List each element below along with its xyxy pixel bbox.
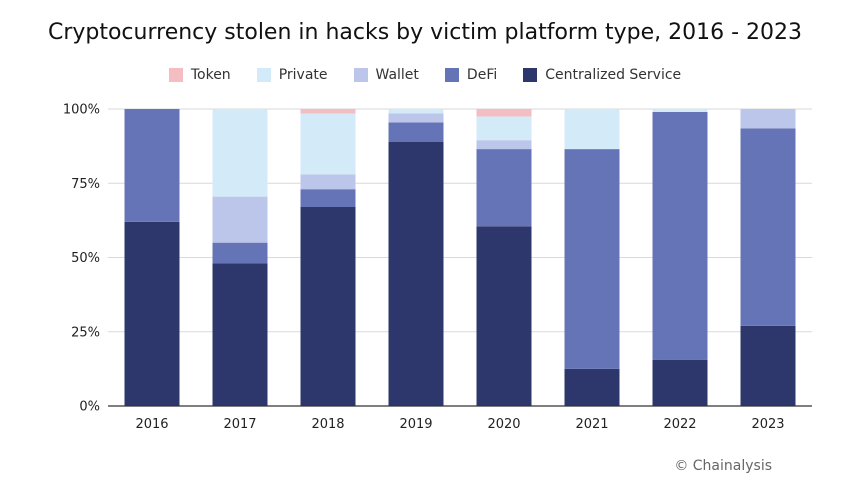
bar-segment-defi-2020 <box>476 149 532 227</box>
x-tick-label-2016: 2016 <box>135 417 168 432</box>
source-credit: © Chainalysis <box>674 458 772 474</box>
bar-segment-private-2021 <box>564 109 620 150</box>
bar-segment-centralized-service-2020 <box>476 226 532 406</box>
bar-segment-defi-2021 <box>564 149 620 369</box>
legend-label: Wallet <box>375 67 419 83</box>
legend-label: Token <box>190 67 231 83</box>
bar-segment-centralized-service-2019 <box>388 141 444 407</box>
x-tick-label-2021: 2021 <box>575 417 608 432</box>
bar-segment-defi-2018 <box>300 189 356 208</box>
x-tick-label-2022: 2022 <box>663 417 696 432</box>
bar-segment-defi-2022 <box>652 111 708 360</box>
bar-segment-defi-2016 <box>124 109 180 222</box>
x-tick-label-2020: 2020 <box>487 417 520 432</box>
legend-item-centralized-service: Centralized Service <box>523 67 681 83</box>
bar-segment-wallet-2020 <box>476 140 532 150</box>
bar-segment-private-2020 <box>476 116 532 141</box>
bar-segment-defi-2019 <box>388 122 444 142</box>
y-tick-label: 50% <box>71 251 100 266</box>
bar-segment-token-2020 <box>476 109 532 117</box>
legend-swatch <box>523 68 538 82</box>
bar-segment-private-2022 <box>652 109 708 112</box>
chart-legend: Token Private Wallet DeFi Centralized Servic… <box>0 67 850 83</box>
y-tick-label: 75% <box>71 177 100 192</box>
y-tick-label: 0% <box>79 400 100 415</box>
legend-swatch <box>444 68 459 82</box>
legend-label: Private <box>278 67 328 83</box>
legend-item-token: Token <box>168 67 231 83</box>
legend-label: Centralized Service <box>545 67 682 83</box>
bar-segment-defi-2017 <box>212 242 268 264</box>
legend-swatch <box>353 68 368 82</box>
chart-title: Cryptocurrency stolen in hacks by victim… <box>47 20 803 45</box>
bar-segment-wallet-2019 <box>388 113 444 123</box>
legend-label: DeFi <box>466 67 498 83</box>
y-tick-label: 100% <box>63 103 100 118</box>
bar-segment-centralized-service-2022 <box>652 359 708 406</box>
bar-segment-defi-2023 <box>740 128 796 326</box>
bar-segment-private-2018 <box>300 113 356 175</box>
x-tick-label-2018: 2018 <box>311 417 344 432</box>
bar-segment-private-2017 <box>212 109 268 197</box>
legend-item-wallet: Wallet <box>353 67 419 83</box>
legend-swatch <box>168 68 183 82</box>
bar-segment-centralized-service-2023 <box>740 325 796 406</box>
bar-segment-token-2018 <box>300 109 356 114</box>
bar-segment-centralized-service-2018 <box>300 207 356 406</box>
bar-segment-wallet-2017 <box>212 196 268 243</box>
y-tick-label: 25% <box>71 325 100 340</box>
bar-segment-wallet-2018 <box>300 174 356 190</box>
x-tick-label-2023: 2023 <box>751 417 784 432</box>
bar-segment-wallet-2023 <box>740 109 796 129</box>
legend-item-private: Private <box>256 67 328 83</box>
legend-item-defi: DeFi <box>444 67 498 83</box>
x-tick-label-2019: 2019 <box>399 417 432 432</box>
x-tick-label-2017: 2017 <box>223 417 256 432</box>
bar-segment-centralized-service-2016 <box>124 221 180 406</box>
legend-swatch <box>256 68 271 82</box>
bar-segment-private-2019 <box>388 109 444 114</box>
bar-segment-centralized-service-2017 <box>212 263 268 406</box>
bar-segment-centralized-service-2021 <box>564 368 620 406</box>
